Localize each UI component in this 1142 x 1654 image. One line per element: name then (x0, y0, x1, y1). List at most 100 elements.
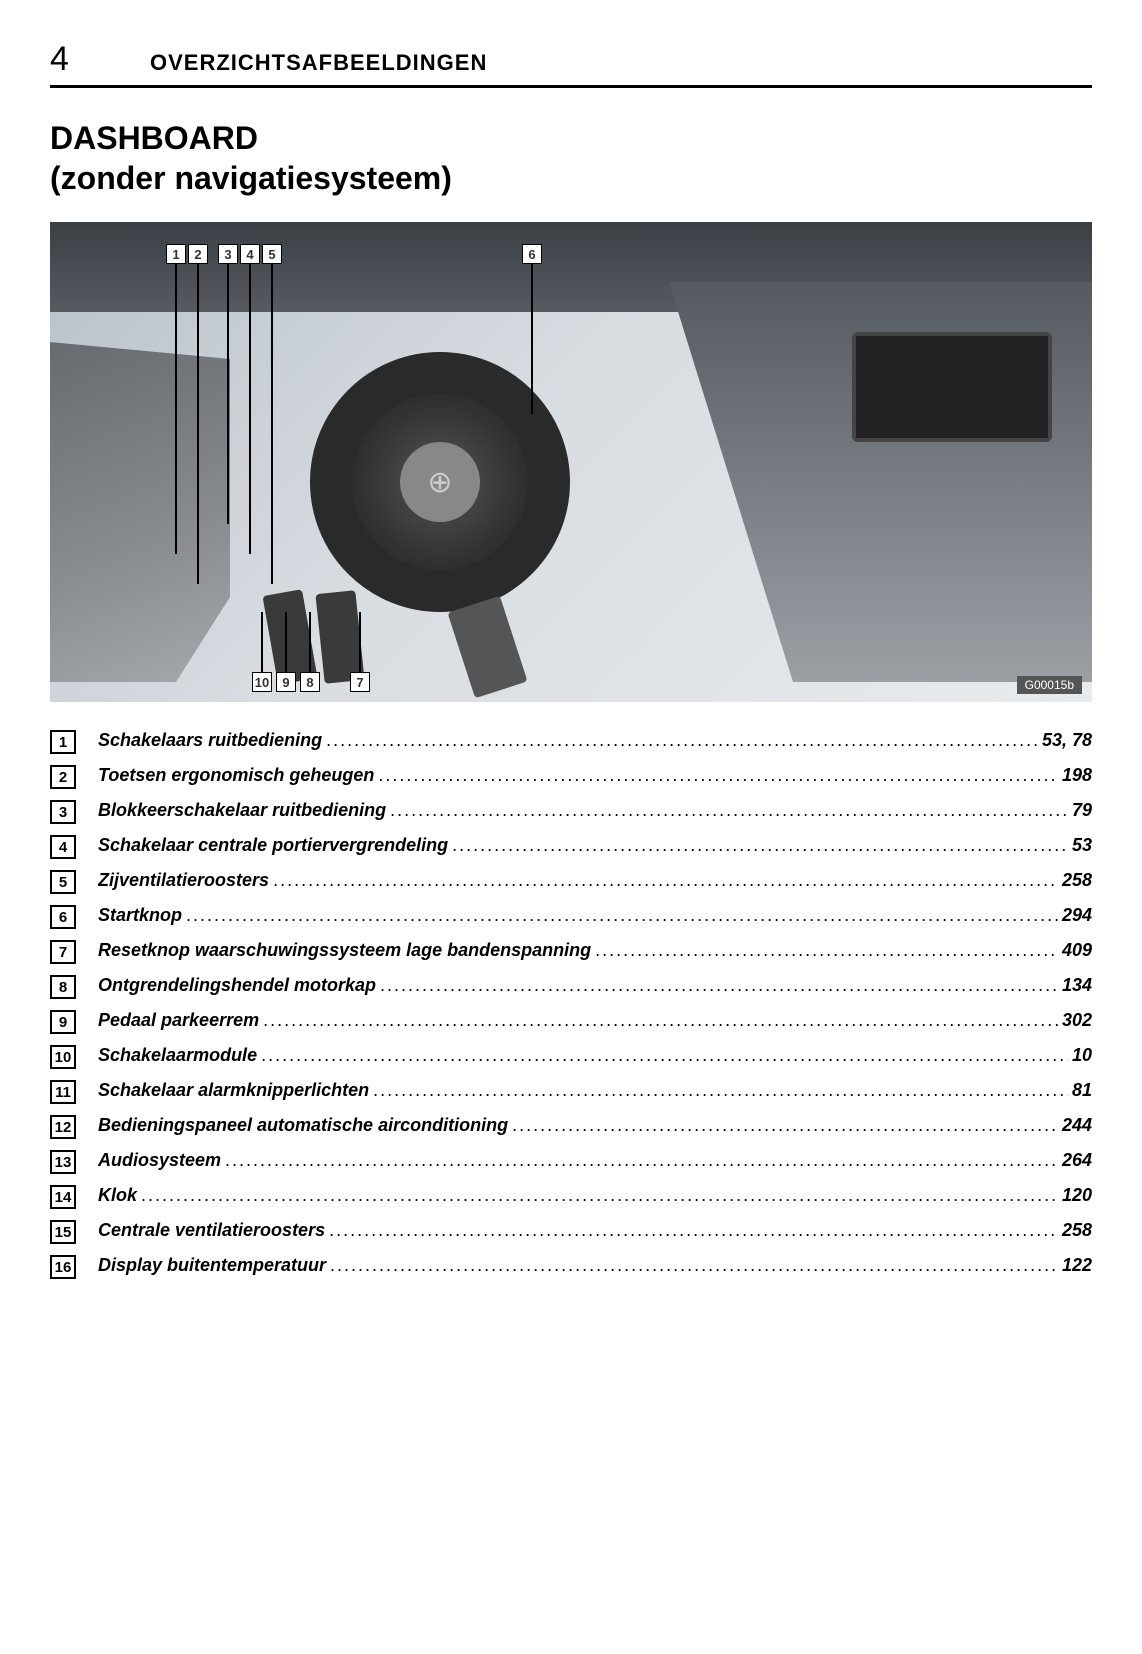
index-entry: Toetsen ergonomisch geheugen 198 (98, 765, 1092, 786)
diagram-callout: 3 (218, 244, 238, 264)
diagram-callout: 10 (252, 672, 272, 692)
manual-page: 4 OVERZICHTSAFBEELDINGEN DASHBOARD (zond… (0, 0, 1142, 1350)
wheel-hub-shape: ⊕ (400, 442, 480, 522)
index-number-box: 15 (50, 1220, 76, 1244)
index-row: 4Schakelaar centrale portiervergrendelin… (50, 835, 1092, 859)
index-number-box: 1 (50, 730, 76, 754)
dot-leader (512, 1115, 1058, 1136)
dot-leader (186, 905, 1058, 926)
index-page-ref: 53, 78 (1042, 730, 1092, 751)
index-page-ref: 264 (1062, 1150, 1092, 1171)
index-entry: Audiosysteem 264 (98, 1150, 1092, 1171)
index-label: Schakelaars ruitbediening (98, 730, 322, 751)
index-row: 10 Schakelaarmodule 10 (50, 1045, 1092, 1069)
index-number-box: 16 (50, 1255, 76, 1279)
heading-line-1: DASHBOARD (50, 118, 1092, 158)
dot-leader (378, 765, 1058, 786)
index-row: 9Pedaal parkeerrem 302 (50, 1010, 1092, 1034)
page-title: DASHBOARD (zonder navigatiesysteem) (50, 118, 1092, 198)
leader-line (249, 264, 251, 554)
dot-leader (225, 1150, 1058, 1171)
dot-leader (373, 1080, 1068, 1101)
index-entry: Klok 120 (98, 1185, 1092, 1206)
pedal-shape (447, 596, 527, 699)
index-label: Bedieningspaneel automatische airconditi… (98, 1115, 508, 1136)
index-label: Resetknop waarschuwingssysteem lage band… (98, 940, 591, 961)
index-number-box: 7 (50, 940, 76, 964)
pedal-shape (315, 590, 364, 684)
index-row: 8Ontgrendelingshendel motorkap 134 (50, 975, 1092, 999)
index-number-box: 5 (50, 870, 76, 894)
index-label: Schakelaarmodule (98, 1045, 257, 1066)
index-row: 12Bedieningspaneel automatische aircondi… (50, 1115, 1092, 1139)
index-number-box: 10 (50, 1045, 76, 1069)
diagram-callout: 9 (276, 672, 296, 692)
diagram-callout: 2 (188, 244, 208, 264)
index-label: Centrale ventilatieroosters (98, 1220, 325, 1241)
index-number-box: 4 (50, 835, 76, 859)
nav-screen-shape (852, 332, 1052, 442)
leader-line (359, 612, 361, 672)
index-entry: Display buitentemperatuur 122 (98, 1255, 1092, 1276)
index-label: Klok (98, 1185, 137, 1206)
dot-leader (452, 835, 1068, 856)
index-page-ref: 258 (1062, 1220, 1092, 1241)
index-number-box: 2 (50, 765, 76, 789)
dot-leader (595, 940, 1058, 961)
index-entry: Ontgrendelingshendel motorkap 134 (98, 975, 1092, 996)
leader-line (309, 612, 311, 672)
index-entry: Bedieningspaneel automatische airconditi… (98, 1115, 1092, 1136)
index-row: 1 Schakelaars ruitbediening 53, 78 (50, 730, 1092, 754)
index-list: 1 Schakelaars ruitbediening 53, 78 2 Toetse… (50, 730, 1092, 1279)
index-row: 15 Centrale ventilatieroosters 258 (50, 1220, 1092, 1244)
index-page-ref: 53 (1072, 835, 1092, 856)
index-page-ref: 81 (1072, 1080, 1092, 1101)
index-number-box: 11 (50, 1080, 76, 1104)
leader-line (227, 264, 229, 524)
index-row: 14 Klok 120 (50, 1185, 1092, 1209)
door-panel-shape (50, 342, 230, 682)
index-entry: Blokkeerschakelaar ruitbediening 79 (98, 800, 1092, 821)
index-label: Blokkeerschakelaar ruitbediening (98, 800, 386, 821)
index-label: Toetsen ergonomisch geheugen (98, 765, 374, 786)
index-number-box: 3 (50, 800, 76, 824)
index-page-ref: 122 (1062, 1255, 1092, 1276)
index-label: Pedaal parkeerrem (98, 1010, 259, 1031)
index-entry: Schakelaars ruitbediening 53, 78 (98, 730, 1092, 751)
diagram-callout: 4 (240, 244, 260, 264)
dot-leader (273, 870, 1058, 891)
dot-leader (263, 1010, 1058, 1031)
index-label: Audiosysteem (98, 1150, 221, 1171)
diagram-callout: 5 (262, 244, 282, 264)
leader-line (285, 612, 287, 672)
image-code-badge: G00015b (1017, 676, 1082, 694)
dot-leader (390, 800, 1068, 821)
index-row: 6Startknop 294 (50, 905, 1092, 929)
index-row: 2 Toetsen ergonomisch geheugen 198 (50, 765, 1092, 789)
index-page-ref: 258 (1062, 870, 1092, 891)
index-label: Ontgrendelingshendel motorkap (98, 975, 376, 996)
index-page-ref: 79 (1072, 800, 1092, 821)
index-label: Startknop (98, 905, 182, 926)
index-entry: Startknop 294 (98, 905, 1092, 926)
index-page-ref: 198 (1062, 765, 1092, 786)
heading-line-2: (zonder navigatiesysteem) (50, 158, 1092, 198)
dashboard-diagram: ⊕ 123456 10987 G00015b (50, 222, 1092, 702)
diagram-callout: 1 (166, 244, 186, 264)
index-number-box: 9 (50, 1010, 76, 1034)
index-row: 16 Display buitentemperatuur 122 (50, 1255, 1092, 1279)
index-entry: Schakelaarmodule 10 (98, 1045, 1092, 1066)
diagram-callout: 6 (522, 244, 542, 264)
index-number-box: 14 (50, 1185, 76, 1209)
index-row: 13Audiosysteem 264 (50, 1150, 1092, 1174)
index-label: Display buitentemperatuur (98, 1255, 326, 1276)
dot-leader (330, 1255, 1058, 1276)
index-page-ref: 409 (1062, 940, 1092, 961)
index-entry: Resetknop waarschuwingssysteem lage band… (98, 940, 1092, 961)
leader-line (261, 612, 263, 672)
index-row: 5Zijventilatieroosters 258 (50, 870, 1092, 894)
leader-line (197, 264, 199, 584)
index-entry: Schakelaar alarmknipperlichten 81 (98, 1080, 1092, 1101)
section-header: OVERZICHTSAFBEELDINGEN (150, 50, 487, 76)
dot-leader (329, 1220, 1058, 1241)
